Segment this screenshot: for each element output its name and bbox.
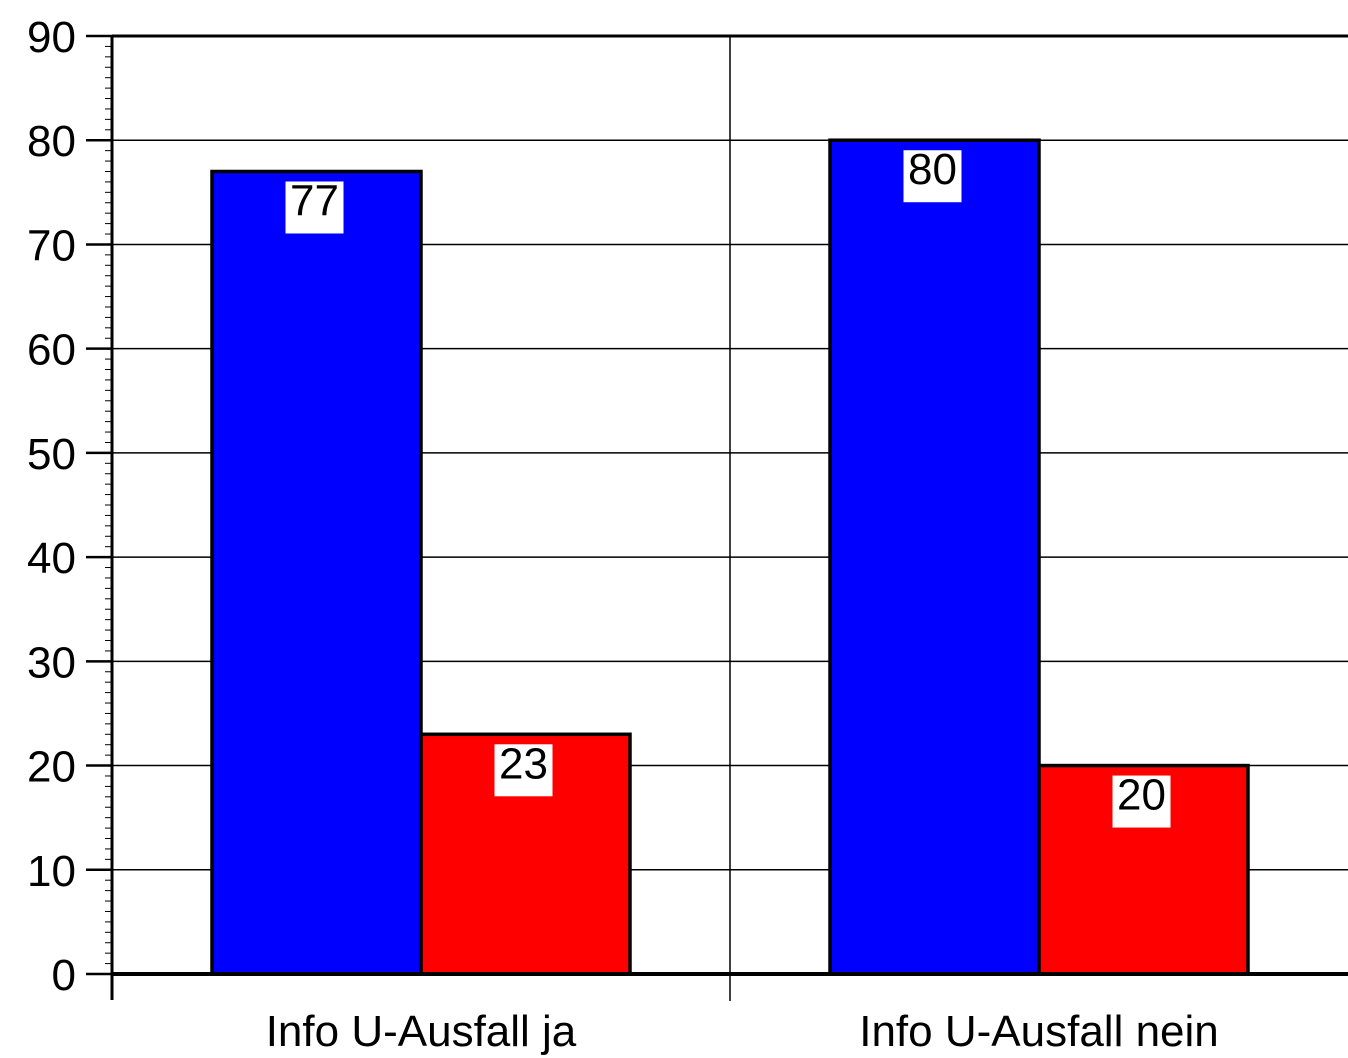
y-tick-label-0: 0 xyxy=(52,951,76,1000)
axes: 0 10 20 30 40 50 60 70 80 90 xyxy=(27,13,1348,1000)
data-label-1-0: 80 xyxy=(908,145,957,194)
data-label-0-0: 77 xyxy=(290,176,339,225)
bar-0-0 xyxy=(210,169,423,976)
data-label-1-1: 20 xyxy=(1117,771,1166,820)
data-label-bg-0-1 xyxy=(494,744,553,797)
y-tick-label-70: 70 xyxy=(27,221,76,270)
x-tick-label-0: Info U-Ausfall ja xyxy=(266,1007,577,1056)
y-tick-label-80: 80 xyxy=(27,117,76,166)
bar-1-0 xyxy=(828,138,1041,976)
y-tick-label-10: 10 xyxy=(27,847,76,896)
data-label-bg-1-0 xyxy=(903,150,962,203)
data-label-0-1: 23 xyxy=(499,739,548,788)
y-tick-label-20: 20 xyxy=(27,743,76,792)
labels: 77 23 Info U-Ausfall ja 80 20 Info U-Ausfall … xyxy=(266,145,1219,1056)
y-tick-label-40: 40 xyxy=(27,534,76,583)
data-label-bg-1-1 xyxy=(1112,775,1171,828)
y-tick-label-50: 50 xyxy=(27,430,76,479)
y-tick-label-60: 60 xyxy=(27,326,76,375)
y-tick-label-90: 90 xyxy=(27,13,76,62)
data-label-bg-0-0 xyxy=(285,181,344,234)
y-tick-label-30: 30 xyxy=(27,638,76,687)
x-tick-label-1: Info U-Ausfall nein xyxy=(859,1007,1219,1056)
